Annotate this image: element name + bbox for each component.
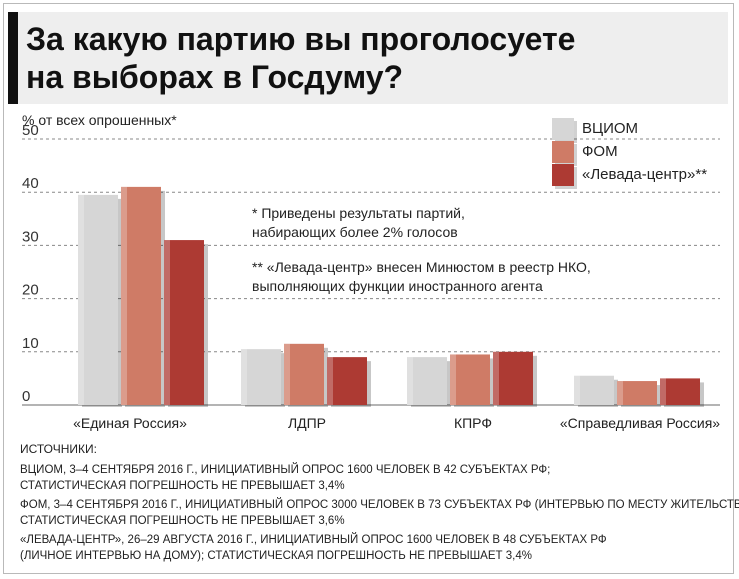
source-line: (ЛИЧНОЕ ИНТЕРВЬЮ НА ДОМУ); СТАТИСТИЧЕСКА… [20,550,532,562]
legend-swatch-fom [552,141,574,163]
bar [78,194,118,405]
legend-swatch-levada [552,164,574,186]
y-axis-label: % от всех опрошенных* [22,112,177,128]
legend-swatch-vciom [552,118,574,140]
legend-label-vciom: ВЦИОМ [582,120,639,137]
source-line: «ЛЕВАДА-ЦЕНТР», 26–29 АВГУСТА 2016 Г., И… [20,534,607,546]
bar [241,349,281,405]
y-tick-label: 50 [22,122,39,139]
bar-highlight [617,381,623,405]
legend-label-levada: «Левада-центр»** [582,166,708,183]
footnote-levada: ** «Левада-центр» внесен Минюстом в реес… [252,259,591,294]
sources-block: ВЦИОМ, 3–4 СЕНТЯБРЯ 2016 Г., ИНИЦИАТИВНЫ… [20,462,739,564]
bar-highlight [121,186,127,405]
bar-highlight [241,349,247,405]
y-tick-label: 30 [22,228,39,245]
bar [617,381,657,405]
bar-highlight [78,194,84,405]
y-tick-label: 0 [22,388,30,405]
bar-highlight [327,357,333,405]
source-line: ВЦИОМ, 3–4 СЕНТЯБРЯ 2016 Г., ИНИЦИАТИВНЫ… [20,464,551,476]
y-tick-label: 40 [22,175,39,192]
bar [450,354,490,405]
footnote-parties: * Приведены результаты партий, набирающи… [252,205,465,240]
category-label-fair-russia: «Справедливая Россия» [559,415,721,431]
bar [493,351,533,405]
bar [574,375,614,405]
bar-highlight [450,354,456,405]
category-label-united-russia: «Единая Россия» [73,415,187,431]
bar-highlight [660,378,666,405]
bar-highlight [284,343,290,405]
bar-highlight [407,357,413,405]
sources-heading: ИСТОЧНИКИ: [20,442,97,456]
legend-label-fom: ФОМ [582,143,618,160]
category-label-ldpr: ЛДПР [287,415,327,431]
bar-highlight [574,375,580,405]
bar-highlight [164,240,170,405]
source-line: СТАТИСТИЧЕСКАЯ ПОГРЕШНОСТЬ НЕ ПРЕВЫШАЕТ … [20,515,345,527]
source-line: ФОМ, 3–4 СЕНТЯБРЯ 2016 Г., ИНИЦИАТИВНЫЙ … [20,499,739,511]
bar [121,186,161,405]
bar [164,240,204,405]
bar [327,357,367,405]
bar [407,357,447,405]
y-tick-label: 20 [22,282,39,299]
bar [284,343,324,405]
bars [78,186,704,407]
bar [660,378,700,405]
chart-title: За какую партию вы проголосуете на выбор… [26,21,576,95]
y-tick-label: 10 [22,335,39,352]
source-line: СТАТИСТИЧЕСКАЯ ПОГРЕШНОСТЬ НЕ ПРЕВЫШАЕТ … [20,480,345,492]
category-label-kprf: КПРФ [453,415,493,431]
title-band [8,12,728,104]
bar-highlight [493,351,499,405]
